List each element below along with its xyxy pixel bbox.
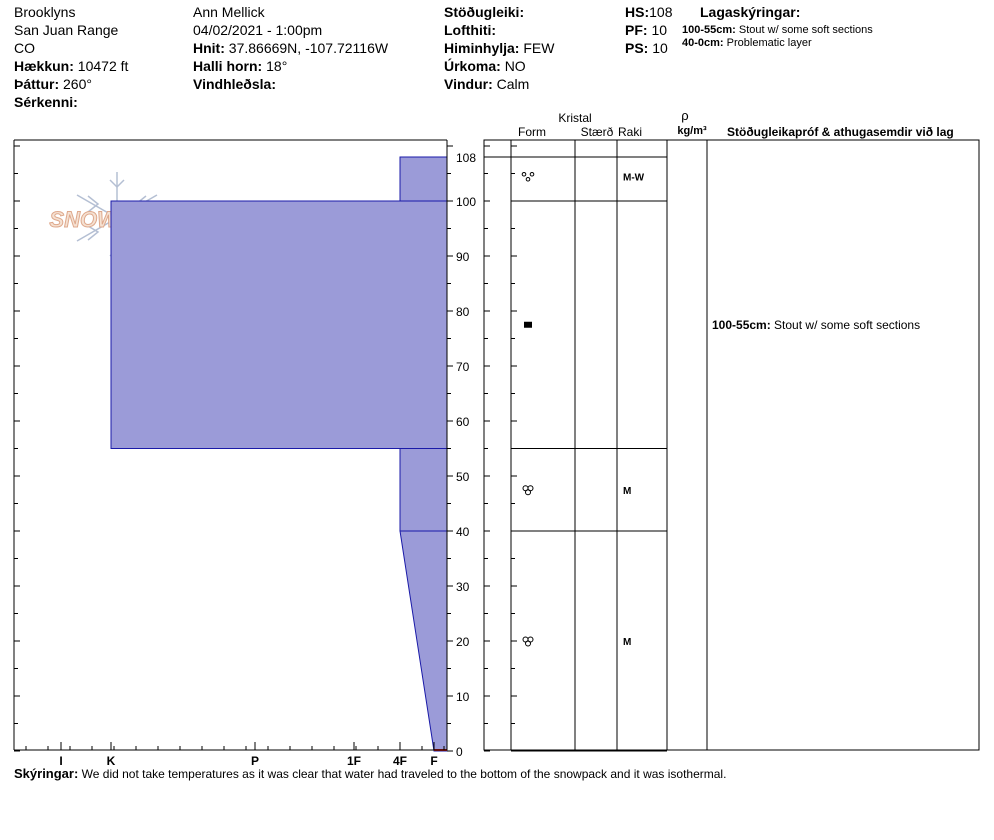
coords: Hnit: 37.86669N, -107.72116W xyxy=(193,40,389,56)
air-temp: Lofthiti: xyxy=(444,22,497,38)
grain-dot xyxy=(529,171,535,177)
elevation: Hækkun: 10472 ft xyxy=(14,58,129,74)
depth-label: 70 xyxy=(456,360,470,374)
precip: Úrkoma: NO xyxy=(444,58,526,74)
range: San Juan Range xyxy=(14,22,119,38)
header-left: Brooklyns San Juan Range CO Hækkun: 1047… xyxy=(14,3,128,111)
remarks-label: Skýringar: xyxy=(14,766,79,781)
depth-label: 20 xyxy=(456,635,470,649)
depth-label: 108 xyxy=(456,151,476,165)
hardness-tick-label: 4F xyxy=(393,754,407,768)
depth-label: 80 xyxy=(456,305,470,319)
hardness-tick-label: F xyxy=(430,754,437,768)
grain-dot xyxy=(521,171,527,177)
wind-loading: Vindhleðsla: xyxy=(193,76,276,92)
hardness-layer xyxy=(110,200,448,449)
layer-legend: Lagaskýringar: xyxy=(700,3,800,21)
depth-label: 30 xyxy=(456,580,470,594)
observer: Ann Mellick xyxy=(193,4,265,20)
legend-title: Lagaskýringar: xyxy=(700,4,801,20)
melt-cluster-icon xyxy=(522,636,534,647)
grain-circle xyxy=(525,489,531,496)
col-moisture: Raki xyxy=(618,125,642,139)
aspect: Þáttur: 260° xyxy=(14,76,92,92)
moisture-label: M xyxy=(623,486,631,497)
depth-label: 10 xyxy=(456,690,470,704)
remarks: Skýringar: We did not take temperatures … xyxy=(14,766,726,781)
sky: Himinhylja: FEW xyxy=(444,40,555,56)
melt-cluster-icon xyxy=(522,485,534,496)
remarks-text: We did not take temperatures as it was c… xyxy=(81,767,727,781)
hardness-layer xyxy=(399,156,448,202)
slope: Halli horn: 18° xyxy=(193,58,288,74)
features: Sérkenni: xyxy=(14,94,78,110)
location: Brooklyns xyxy=(14,4,76,20)
col-crystal: Kristal xyxy=(558,111,591,125)
grain-dot xyxy=(525,176,531,182)
datetime: 04/02/2021 - 1:00pm xyxy=(193,22,323,38)
wind: Vindur: Calm xyxy=(444,76,530,92)
legend-entry: 100-55cm: Stout w/ some soft sections xyxy=(682,24,873,36)
crystal-table: M-W M M 100-55cm: Stout w/ some soft sectio… xyxy=(483,139,980,752)
rounds-icon xyxy=(521,171,535,182)
hardness-tick-label: K xyxy=(107,754,116,768)
depth-label: 100 xyxy=(456,195,476,209)
crust-icon xyxy=(524,321,532,328)
header-mid: Ann Mellick 04/02/2021 - 1:00pm Hnit: 37… xyxy=(193,3,388,93)
hardness-frame: I K P 1F 4F F 0 10 20 30 40 50 60 70 80 90 100 108 xyxy=(13,139,476,768)
col-comments: Stöðugleikapróf & athugasemdir við lag xyxy=(727,125,954,139)
depth-label: 60 xyxy=(456,415,470,429)
moisture-label: M-W xyxy=(623,172,645,183)
table-frame xyxy=(483,139,980,751)
depth-label: 50 xyxy=(456,470,470,484)
state: CO xyxy=(14,40,35,56)
depth-label: 40 xyxy=(456,525,470,539)
col-rho: ρ xyxy=(681,108,688,123)
col-size: Stærð xyxy=(581,125,614,139)
depth-label: 0 xyxy=(456,745,463,759)
header-weather: Stöðugleiki: Lofthiti: Himinhylja: FEW Ú… xyxy=(444,3,554,93)
pf: PF: 10 xyxy=(625,22,668,38)
layer-comment: 100-55cm: Stout w/ some soft sections xyxy=(712,318,920,332)
legend-entries: 100-55cm: Stout w/ some soft sections 40… xyxy=(682,24,873,50)
hardness-tick-label: P xyxy=(251,754,259,768)
col-density-unit: kg/m³ xyxy=(677,125,707,137)
legend-entry: 40-0cm: Problematic layer xyxy=(682,37,812,49)
moisture-label: M xyxy=(623,637,631,648)
hs: HS:108 xyxy=(625,4,673,20)
depth-label: 90 xyxy=(456,250,470,264)
col-form: Form xyxy=(518,125,546,139)
header-depths: HS:108 PF: 10 PS: 10 xyxy=(625,3,672,57)
stability: Stöðugleiki: xyxy=(444,4,525,20)
hardness-tick-label: 1F xyxy=(347,754,361,768)
hardness-tick-label: I xyxy=(59,754,62,768)
grain-circle xyxy=(525,640,531,647)
ps: PS: 10 xyxy=(625,40,668,56)
hardness-layer xyxy=(399,448,448,532)
hardness-layer xyxy=(399,530,448,752)
hardness-profile xyxy=(110,156,448,752)
